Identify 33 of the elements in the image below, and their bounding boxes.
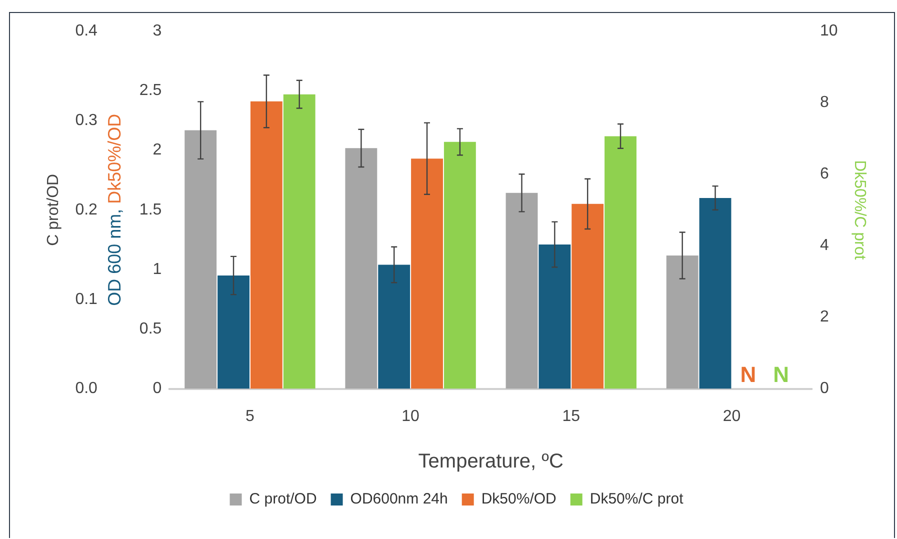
annotation: N: [740, 362, 756, 387]
x-axis-title: Temperature, ºC: [418, 450, 564, 473]
y2-tick-label: 10: [820, 22, 838, 40]
x-tick-label: 5: [246, 408, 255, 425]
y2-axis-title: Dk50%/C prot: [850, 160, 868, 260]
y3-tick-label: 0.3: [75, 112, 98, 129]
y3-axis-title: C prot/OD: [45, 174, 62, 246]
legend-label: Dk50%/OD: [481, 490, 557, 508]
legend-label: C prot/OD: [249, 490, 317, 508]
x-tick-label: 20: [722, 408, 741, 425]
y-axis-title: OD 600 nm, Dk50%/OD: [104, 114, 124, 306]
y-tick-label: 2: [152, 142, 162, 159]
y2-tick-label: 0: [820, 380, 830, 398]
y-tick-label: 0: [152, 380, 162, 398]
y-tick-label: 2.5: [139, 82, 162, 100]
y2-tick-label: 6: [820, 166, 830, 183]
legend-label: Dk50%/C prot: [590, 490, 684, 508]
legend-label: OD600nm 24h: [350, 490, 448, 508]
y3-tick-label: 0.4: [75, 22, 98, 40]
y2-tick-label: 2: [820, 308, 830, 326]
y-tick-label: 0.5: [139, 320, 162, 338]
y3-tick-label: 0.0: [75, 380, 98, 398]
y2-tick-label: 4: [820, 237, 830, 254]
y3-tick-label: 0.2: [75, 201, 98, 218]
y3-tick-label: 0.1: [75, 290, 98, 308]
x-tick-label: 15: [562, 408, 580, 425]
x-tick-label: 10: [402, 408, 420, 425]
y2-tick-label: 8: [820, 94, 830, 111]
y-tick-label: 1.5: [139, 201, 162, 218]
bar: [184, 130, 217, 389]
y-tick-label: 3: [152, 22, 162, 40]
annotation: N: [773, 362, 790, 387]
y-tick-label: 1: [152, 260, 162, 278]
